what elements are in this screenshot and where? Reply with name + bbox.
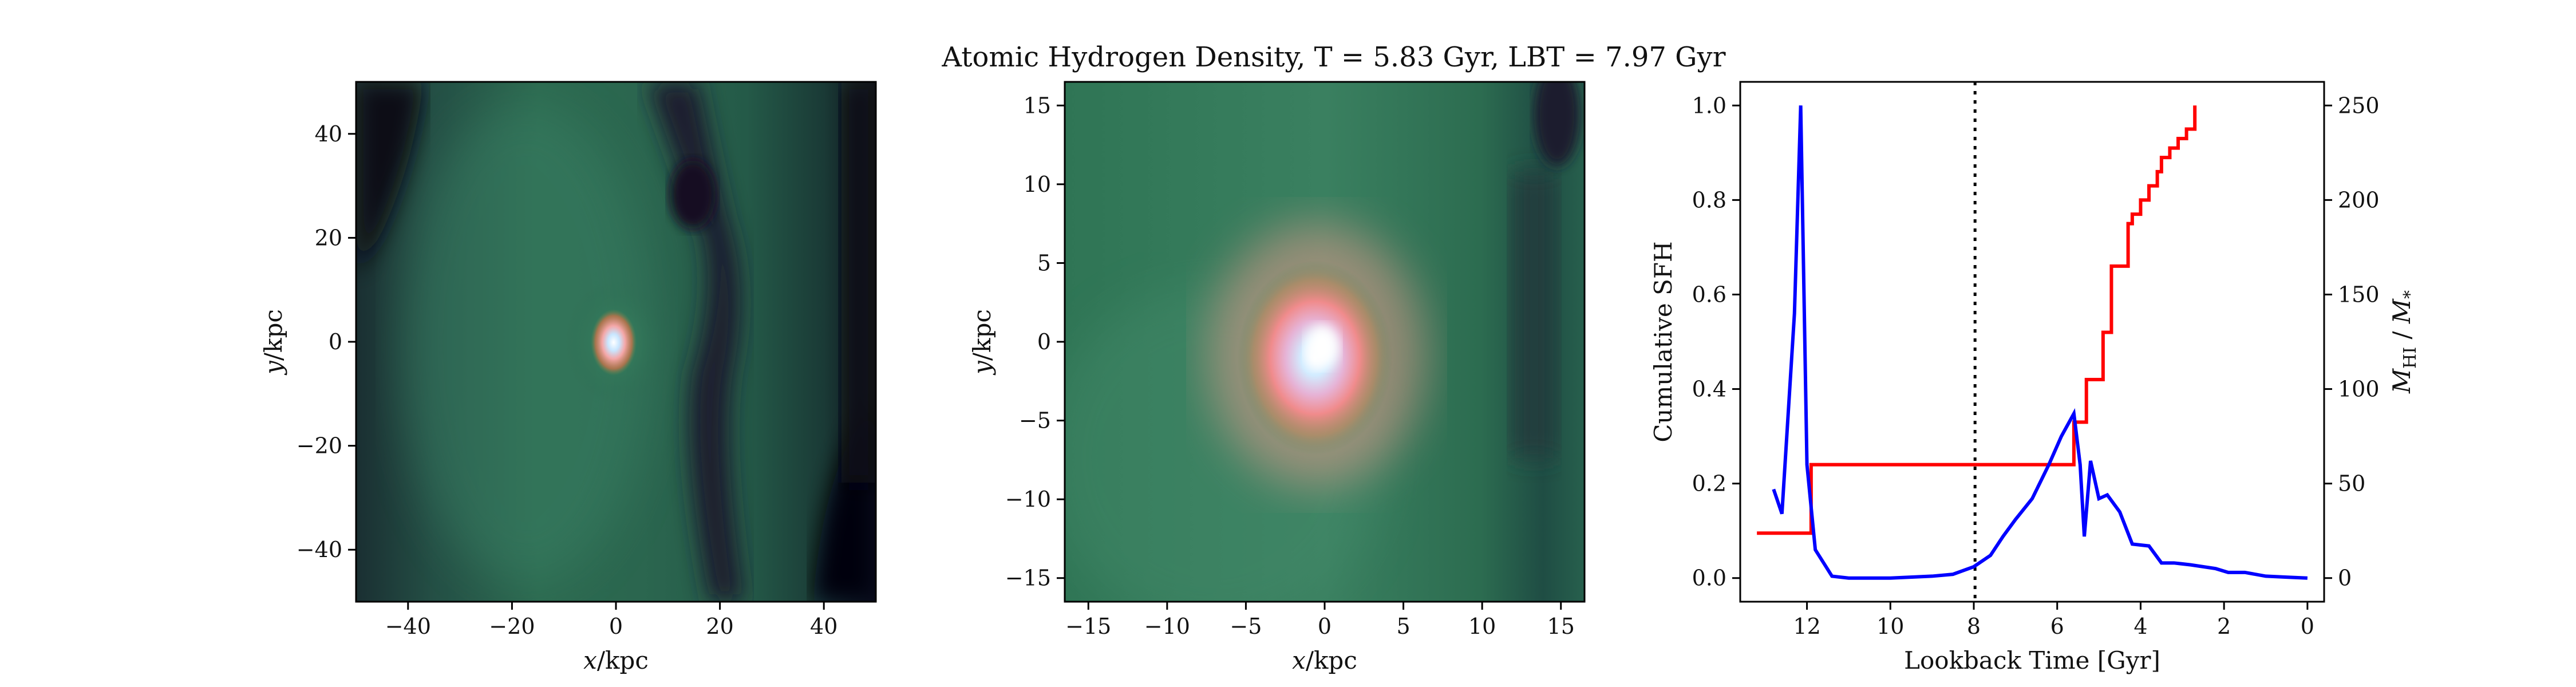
x-tick-label: 6 (2050, 614, 2064, 639)
panel-1-y-axis-label: y/kpc (259, 309, 287, 376)
panel-3-line-chart: 12 10 8 6 4 2 0 0.0 0.2 0.4 0.6 0.8 1.0 0 50 100 150 20… (1649, 81, 2420, 674)
panel-1-x-axis-unit: /kpc (597, 646, 649, 674)
right-y-axis-symbol-1: M (2388, 368, 2416, 394)
x-tick-label: 0 (609, 614, 623, 639)
x-tick-label: 5 (1396, 614, 1410, 639)
left-y-tick-label: 0.0 (1692, 566, 1726, 591)
panel-3-x-axis-label: Lookback Time [Gyr] (1904, 646, 2160, 674)
y-tick-label: 5 (1037, 250, 1051, 275)
x-tick-label: 4 (2134, 614, 2147, 639)
x-tick-label: −15 (1065, 614, 1111, 639)
x-tick-label: 10 (1876, 614, 1904, 639)
panel-1-y-axis-unit: /kpc (259, 309, 287, 361)
x-tick-label: −10 (1144, 614, 1190, 639)
x-tick-label: 0 (1318, 614, 1332, 639)
panel-2-x-axis-var: x (1292, 646, 1306, 674)
right-y-tick-label: 150 (2338, 282, 2380, 307)
y-tick-label: −15 (1005, 566, 1051, 591)
y-tick-label: −20 (297, 433, 342, 459)
x-tick-label: −5 (1230, 614, 1262, 639)
y-tick-label: −5 (1019, 408, 1051, 433)
right-y-tick-label: 100 (2338, 377, 2380, 402)
x-tick-label: 40 (810, 614, 837, 639)
right-y-tick-label: 250 (2338, 93, 2380, 118)
panel-1-x-axis-var: x (583, 646, 597, 674)
panel-3-x-ticks: 12 10 8 6 4 2 0 (1793, 602, 2314, 639)
panel-1-x-axis-label: x/kpc (583, 646, 649, 674)
panel-3-right-y-ticks: 0 50 100 150 200 250 (2324, 93, 2380, 591)
panel-2-image (1065, 82, 1585, 602)
panel-1-image (356, 82, 876, 602)
panel-2-y-axis-label: y/kpc (968, 309, 996, 376)
right-y-axis-symbol-2: M (2388, 298, 2416, 324)
y-tick-label: 40 (315, 121, 342, 147)
panel-3-right-y-axis-label: MHI / M* (2388, 290, 2420, 394)
right-y-tick-label: 0 (2338, 566, 2352, 591)
right-y-tick-label: 200 (2338, 187, 2380, 212)
left-y-tick-label: 0.6 (1692, 282, 1726, 307)
panel-2-y-axis-unit: /kpc (968, 309, 996, 361)
right-y-axis-subscript-1: HI (2400, 347, 2420, 369)
x-tick-label: 2 (2217, 614, 2231, 639)
left-y-tick-label: 1.0 (1692, 93, 1726, 118)
panel-1-x-ticks: −40 −20 0 20 40 (385, 602, 837, 639)
panel-2-x-ticks: −15 −10 −5 0 5 10 15 (1065, 602, 1575, 639)
panel-2-heatmap: −15 −10 −5 0 5 10 15 15 10 5 0 −5 −10 −15 x/kpc y/kp… (968, 81, 1586, 674)
y-tick-label: 0 (1037, 329, 1051, 354)
y-tick-label: −10 (1005, 487, 1051, 512)
left-y-tick-label: 0.2 (1692, 471, 1726, 496)
left-y-tick-label: 0.4 (1692, 377, 1726, 402)
x-tick-label: 20 (706, 614, 733, 639)
x-tick-label: 12 (1793, 614, 1820, 639)
panel-3-left-y-axis-label: Cumulative SFH (1649, 241, 1677, 442)
left-y-tick-label: 0.8 (1692, 187, 1726, 212)
panel-2-x-axis-unit: /kpc (1306, 646, 1357, 674)
x-tick-label: 10 (1468, 614, 1496, 639)
x-tick-label: −20 (489, 614, 535, 639)
right-y-axis-separator: / (2388, 323, 2416, 347)
panel-1-y-axis-var: y (259, 360, 287, 376)
panel-2-y-axis-var: y (968, 360, 996, 376)
right-y-axis-subscript-2: * (2400, 290, 2420, 299)
panel-1-y-ticks: 40 20 0 −20 −40 (297, 121, 356, 562)
y-tick-label: −40 (297, 537, 342, 562)
panel-2-y-ticks: 15 10 5 0 −5 −10 −15 (1005, 93, 1065, 591)
hi-to-stellar-mass-line (1772, 105, 2308, 580)
panel-2-x-axis-label: x/kpc (1292, 646, 1357, 674)
x-tick-label: 8 (1967, 614, 1981, 639)
y-tick-label: 15 (1024, 93, 1051, 118)
figure-title: Atomic Hydrogen Density, T = 5.83 Gyr, L… (941, 41, 1725, 73)
panel-3-left-y-ticks: 0.0 0.2 0.4 0.6 0.8 1.0 (1692, 93, 1740, 591)
x-tick-label: −40 (385, 614, 431, 639)
right-y-tick-label: 50 (2338, 471, 2365, 496)
y-tick-label: 10 (1024, 172, 1051, 197)
y-tick-label: 0 (329, 329, 342, 354)
y-tick-label: 20 (315, 225, 342, 250)
panel-1-heatmap: −40 −20 0 20 40 40 20 0 −20 −40 x/kpc y/kpc (259, 81, 877, 674)
x-tick-label: 15 (1547, 614, 1575, 639)
x-tick-label: 0 (2301, 614, 2314, 639)
cumulative-sfh-line (1757, 105, 2197, 535)
